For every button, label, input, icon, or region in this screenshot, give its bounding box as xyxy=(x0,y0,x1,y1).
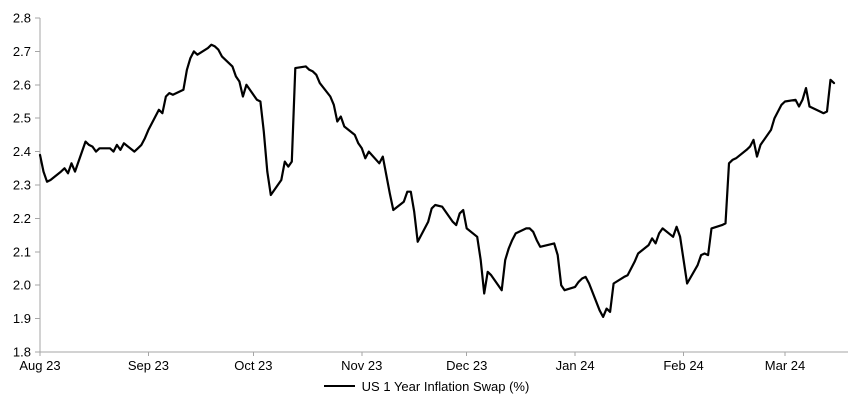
y-axis-tick-label: 2.7 xyxy=(13,44,31,59)
y-axis-tick-label: 2.1 xyxy=(13,244,31,259)
y-axis-tick-label: 2.5 xyxy=(13,111,31,126)
x-axis-tick-label: Sep 23 xyxy=(128,358,169,373)
y-axis-tick-label: 2.8 xyxy=(13,11,31,26)
x-axis-tick-label: Nov 23 xyxy=(341,358,382,373)
series-line xyxy=(38,43,836,318)
y-axis-tick-label: 2.0 xyxy=(13,278,31,293)
x-axis-tick-label: Aug 23 xyxy=(19,358,60,373)
x-axis-tick-label: Dec 23 xyxy=(446,358,487,373)
x-axis-tick-label: Jan 24 xyxy=(556,358,595,373)
x-axis-tick-label: Feb 24 xyxy=(663,358,703,373)
x-axis-tick-label: Mar 24 xyxy=(765,358,805,373)
y-axis-tick-label: 2.6 xyxy=(13,77,31,92)
y-axis-tick-label: 1.9 xyxy=(13,311,31,326)
legend: US 1 Year Inflation Swap (%) xyxy=(0,377,853,395)
y-axis-tick-label: 2.2 xyxy=(13,211,31,226)
y-axis-tick-label: 1.8 xyxy=(13,345,31,360)
x-axis-tick-label: Oct 23 xyxy=(234,358,272,373)
legend-label: US 1 Year Inflation Swap (%) xyxy=(361,378,530,394)
legend-line-swatch xyxy=(323,385,355,387)
y-axis-tick-label: 2.4 xyxy=(13,144,31,159)
y-axis-tick-label: 2.3 xyxy=(13,178,31,193)
